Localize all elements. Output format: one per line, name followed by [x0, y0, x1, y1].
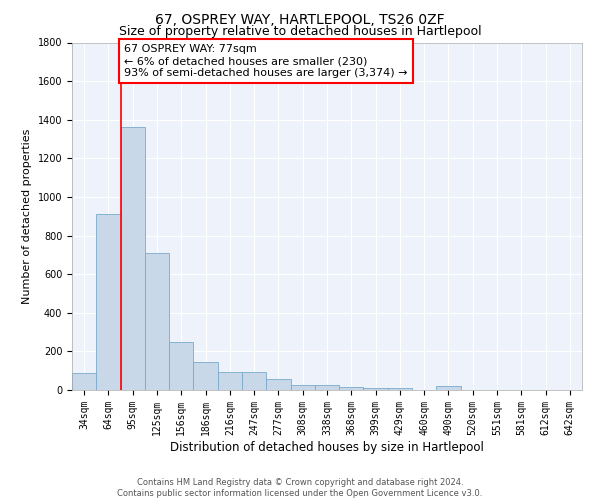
Bar: [169, 342, 193, 390]
X-axis label: Distribution of detached houses by size in Hartlepool: Distribution of detached houses by size …: [170, 440, 484, 454]
Bar: [339, 386, 364, 390]
Text: Size of property relative to detached houses in Hartlepool: Size of property relative to detached ho…: [119, 25, 481, 38]
Y-axis label: Number of detached properties: Number of detached properties: [22, 128, 32, 304]
Bar: [72, 372, 96, 390]
Bar: [266, 380, 290, 390]
Bar: [364, 388, 388, 390]
Bar: [436, 386, 461, 390]
Bar: [315, 385, 339, 390]
Text: 67 OSPREY WAY: 77sqm
← 6% of detached houses are smaller (230)
93% of semi-detac: 67 OSPREY WAY: 77sqm ← 6% of detached ho…: [124, 44, 408, 78]
Bar: [96, 214, 121, 390]
Bar: [388, 388, 412, 390]
Bar: [121, 128, 145, 390]
Text: 67, OSPREY WAY, HARTLEPOOL, TS26 0ZF: 67, OSPREY WAY, HARTLEPOOL, TS26 0ZF: [155, 12, 445, 26]
Bar: [193, 362, 218, 390]
Text: Contains HM Land Registry data © Crown copyright and database right 2024.
Contai: Contains HM Land Registry data © Crown c…: [118, 478, 482, 498]
Bar: [145, 253, 169, 390]
Bar: [218, 372, 242, 390]
Bar: [242, 372, 266, 390]
Bar: [290, 384, 315, 390]
